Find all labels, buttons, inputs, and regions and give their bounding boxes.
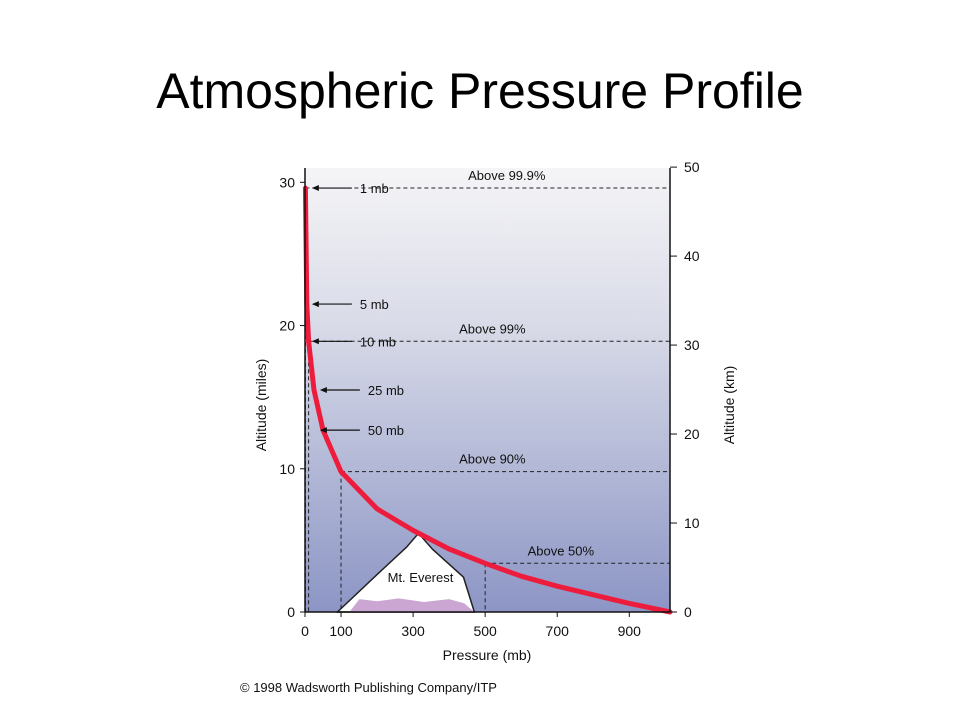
pressure-arrow-head	[311, 338, 319, 345]
pressure-level-label: 25 mb	[368, 383, 404, 398]
x-tick-label: 300	[401, 623, 425, 639]
y2-axis-title: Altitude (km)	[721, 366, 737, 445]
pressure-arrow-head	[319, 387, 327, 393]
pressure-level-label: 50 mb	[368, 423, 404, 438]
pressure-level-label: 5 mb	[360, 297, 389, 312]
y-tick-label: 30	[279, 174, 295, 190]
y2-tick-label: 40	[684, 248, 700, 264]
mass-fraction-label: Above 90%	[459, 452, 526, 467]
pressure-level-label: 1 mb	[360, 181, 389, 196]
pressure-arrow-head	[319, 427, 327, 434]
x-tick-label: 500	[473, 623, 497, 639]
pressure-level-label: 10 mb	[360, 334, 396, 349]
y2-tick-label: 20	[684, 426, 700, 442]
y-tick-label: 0	[287, 604, 295, 620]
mountain-shape	[335, 532, 476, 613]
plot-background	[305, 168, 670, 612]
x-axis-title: Pressure (mb)	[443, 647, 532, 663]
slide-title: Atmospheric Pressure Profile	[156, 63, 804, 119]
mass-fraction-label: Above 99.9%	[468, 168, 546, 183]
y-tick-label: 20	[279, 318, 295, 334]
y-tick-label: 10	[279, 461, 295, 477]
y2-tick-label: 30	[684, 337, 700, 353]
y-axis-title: Altitude (miles)	[253, 359, 269, 452]
y2-tick-label: 50	[684, 159, 700, 175]
mass-fraction-label: Above 50%	[528, 543, 595, 558]
x-tick-label: 700	[546, 623, 570, 639]
mountain-base	[349, 598, 475, 612]
y2-tick-label: 10	[684, 515, 700, 531]
mountain-label: Mt. Everest	[388, 570, 454, 585]
pressure-arrow-head	[311, 185, 319, 192]
pressure-arrow-head	[311, 301, 319, 308]
y2-tick-label: 0	[684, 604, 692, 620]
mass-fraction-label: Above 99%	[459, 321, 526, 336]
x-tick-label: 100	[329, 623, 353, 639]
x-tick-label: 0	[301, 623, 309, 639]
copyright-credit: © 1998 Wadsworth Publishing Company/ITP	[240, 680, 497, 695]
pressure-curve	[302, 185, 673, 615]
x-tick-label: 900	[618, 623, 642, 639]
